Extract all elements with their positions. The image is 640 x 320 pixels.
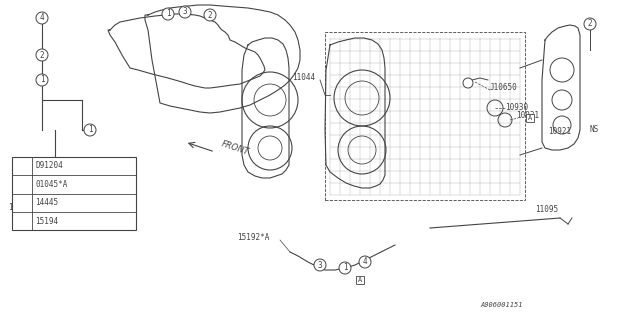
Circle shape	[463, 78, 473, 88]
Circle shape	[36, 12, 48, 24]
Text: 1: 1	[166, 10, 170, 19]
Text: 15194: 15194	[35, 217, 59, 226]
Text: 10930: 10930	[505, 103, 528, 113]
Circle shape	[15, 214, 29, 228]
Circle shape	[36, 49, 48, 61]
Text: 4: 4	[363, 258, 367, 267]
Text: 2: 2	[20, 180, 25, 189]
Text: A006001151: A006001151	[480, 302, 522, 308]
Text: 2: 2	[40, 51, 44, 60]
Circle shape	[339, 262, 351, 274]
Text: 01045*A: 01045*A	[35, 180, 68, 189]
Bar	[12, 157, 136, 230]
Text: 4: 4	[40, 13, 44, 22]
Circle shape	[179, 6, 191, 18]
Text: D91204: D91204	[35, 162, 63, 171]
Circle shape	[314, 259, 326, 271]
Text: 1: 1	[40, 76, 44, 84]
Circle shape	[584, 18, 596, 30]
Circle shape	[15, 177, 29, 191]
Text: 11095: 11095	[535, 205, 558, 214]
Text: 10931: 10931	[516, 111, 539, 121]
Text: 15192*B: 15192*B	[8, 204, 40, 212]
Text: 1: 1	[20, 162, 25, 171]
Circle shape	[359, 256, 371, 268]
Text: 2: 2	[588, 20, 592, 28]
Text: 1: 1	[88, 125, 92, 134]
Text: 3: 3	[182, 7, 188, 17]
Text: 3: 3	[317, 260, 323, 269]
Text: 11044: 11044	[292, 74, 315, 83]
Text: 15192*A: 15192*A	[237, 233, 270, 242]
Text: 3: 3	[20, 198, 25, 207]
Text: NS: NS	[590, 125, 599, 134]
Circle shape	[15, 159, 29, 173]
Circle shape	[15, 196, 29, 210]
Text: 14445: 14445	[35, 198, 59, 207]
Text: 1: 1	[342, 263, 348, 273]
Circle shape	[36, 74, 48, 86]
Text: 4: 4	[20, 217, 25, 226]
Text: 2: 2	[208, 11, 212, 20]
Text: FRONT: FRONT	[220, 139, 250, 157]
Circle shape	[204, 9, 216, 21]
Text: 10921: 10921	[548, 127, 571, 137]
Bar	[325, 32, 525, 200]
Text: A: A	[528, 115, 532, 121]
Text: A: A	[358, 277, 362, 283]
Circle shape	[84, 124, 96, 136]
Text: J10650: J10650	[490, 84, 518, 92]
Circle shape	[162, 8, 174, 20]
